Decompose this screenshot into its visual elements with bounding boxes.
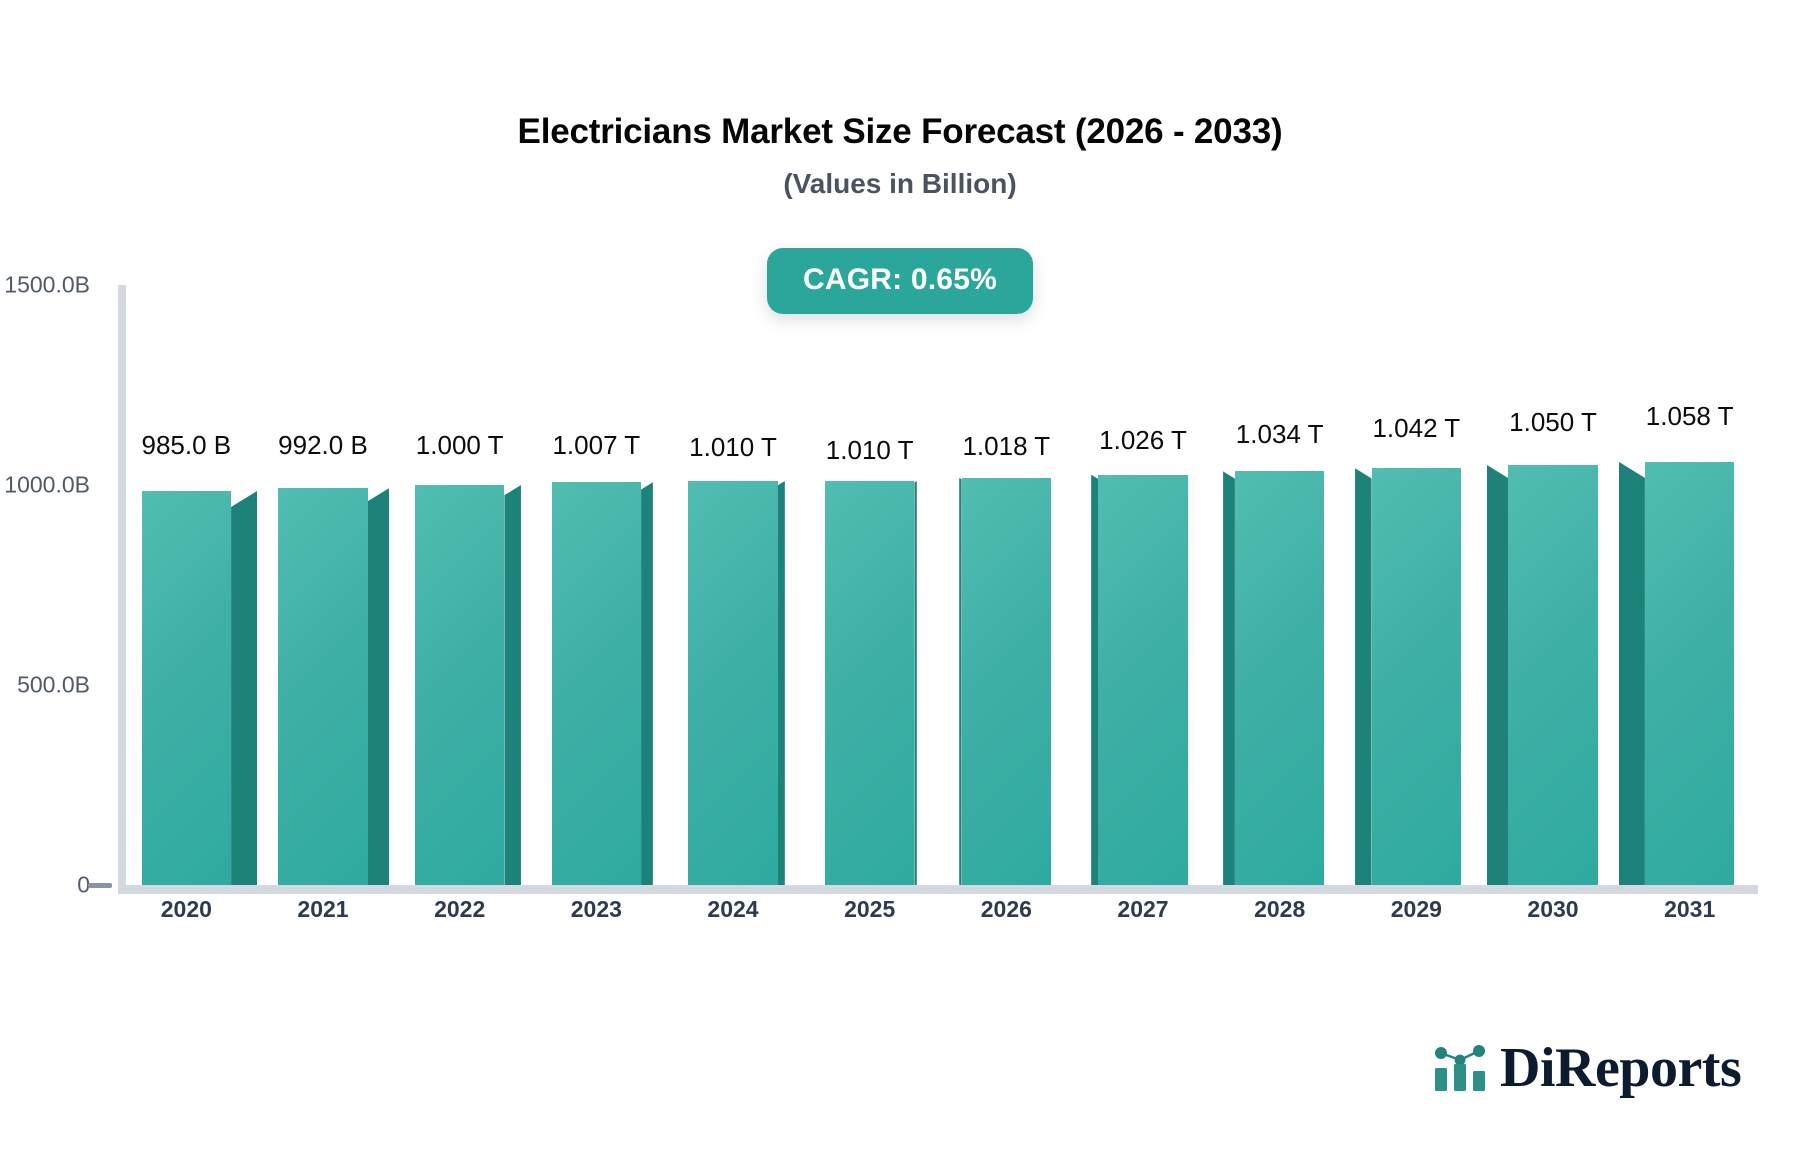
x-axis-tick-label: 2025 <box>844 896 896 922</box>
bar-front-face <box>1644 461 1735 885</box>
bar-side-face <box>1091 474 1099 885</box>
bar-front-face <box>1098 474 1188 885</box>
x-axis-tick-label: 2027 <box>1117 896 1169 922</box>
y-axis-tick-label: 0 <box>77 871 90 898</box>
plot-area: 985.0 B 992.0 B 1.000 T 1.007 T 1.010 T 1.010… <box>118 285 1758 894</box>
bar-value-label: 1.007 T <box>552 429 641 460</box>
bar-side-face <box>1355 468 1372 885</box>
bar-value-label: 992.0 B <box>278 430 368 461</box>
bar-value-label: 985.0 B <box>141 430 232 460</box>
bar-side-face <box>1486 465 1509 885</box>
x-axis-tick-label: 2026 <box>980 896 1032 922</box>
bar-column[interactable]: 1.010 T <box>824 285 917 885</box>
y-axis-zero-tick <box>88 883 112 888</box>
bar-value-label: 1.026 T <box>1099 425 1187 456</box>
bar-series: 985.0 B 992.0 B 1.000 T 1.007 T 1.010 T 1.010… <box>118 285 1758 885</box>
bar-front-face <box>278 488 368 885</box>
bar-column[interactable]: 1.034 T <box>1223 285 1325 885</box>
bar-value-label: 1.010 T <box>825 434 914 465</box>
bar-chart-dots-icon <box>1435 1045 1485 1091</box>
y-axis-tick-label: 500.0B <box>17 671 90 698</box>
bar-column[interactable]: 1.026 T <box>1091 285 1188 885</box>
bar-column[interactable]: 985.0 B <box>141 285 258 885</box>
bar-side-face <box>367 488 390 885</box>
x-axis-tick-label: 2029 <box>1390 896 1442 922</box>
bar-side-face <box>1223 471 1235 885</box>
x-axis-tick-label: 2024 <box>707 896 759 922</box>
bar-value-label: 1.010 T <box>689 431 777 462</box>
chart-title: Electricians Market Size Forecast (2026 … <box>517 112 1283 151</box>
bar-column[interactable]: 1.018 T <box>959 285 1052 885</box>
bar-front-face <box>1234 471 1325 885</box>
bar-front-face <box>961 477 1052 885</box>
x-axis-tick-label: 2028 <box>1254 896 1306 922</box>
cagr-badge-container: CAGR: 0.65% <box>0 248 1800 314</box>
bar-column[interactable]: 1.058 T <box>1618 285 1735 885</box>
bar-front-face <box>414 485 505 885</box>
bar-column[interactable]: 1.010 T <box>688 285 785 885</box>
bar-side-face <box>959 477 962 885</box>
y-axis-tick-label: 1500.0B <box>4 271 90 298</box>
bar-side-face <box>914 481 917 885</box>
bar-front-face <box>824 481 915 885</box>
x-axis-tick-label: 2021 <box>297 896 349 922</box>
direports-logo: DiReports <box>1432 1037 1742 1099</box>
bar-value-label: 1.018 T <box>962 431 1051 462</box>
chart-subtitle: (Values in Billion) <box>783 168 1017 199</box>
bar-front-face <box>141 491 232 885</box>
bar-side-face <box>777 481 785 885</box>
bar-value-label: 1.000 T <box>415 429 504 460</box>
y-axis-line <box>118 285 126 885</box>
bar-front-face <box>1371 468 1462 885</box>
bar-side-face <box>1618 461 1645 885</box>
x-axis-tick-label: 2031 <box>1664 896 1716 922</box>
bar-column[interactable]: 1.050 T <box>1486 285 1598 885</box>
cagr-badge: CAGR: 0.65% <box>767 248 1033 314</box>
x-axis-tick-label: 2022 <box>434 896 486 922</box>
bar-side-face <box>504 485 521 885</box>
x-axis-baseline <box>118 885 1758 894</box>
bar-value-label: 1.058 T <box>1645 400 1734 431</box>
y-axis-labels: 0 500.0B 1000.0B 1500.0B <box>0 272 104 898</box>
bar-value-label: 1.042 T <box>1372 413 1461 444</box>
x-axis-labels: 2020 2021 2022 2023 2024 2025 2026 2027 2028 2029… <box>118 896 1758 936</box>
logo-wordmark: DiReports <box>1500 1037 1742 1099</box>
bar-front-face <box>688 481 778 885</box>
y-axis-tick-label: 1000.0B <box>4 471 90 498</box>
bar-front-face <box>1508 465 1598 885</box>
bar-value-label: 1.034 T <box>1235 419 1324 450</box>
bar-side-face <box>231 491 258 885</box>
bar-front-face <box>551 482 642 885</box>
bar-value-label: 1.050 T <box>1509 406 1597 437</box>
x-axis-tick-label: 2023 <box>570 896 622 922</box>
x-axis-tick-label: 2020 <box>160 896 212 922</box>
bar-column[interactable]: 1.000 T <box>414 285 521 885</box>
x-axis-tick-label: 2030 <box>1527 896 1579 922</box>
bar-column[interactable]: 1.007 T <box>551 285 653 885</box>
bar-column[interactable]: 992.0 B <box>278 285 390 885</box>
bar-side-face <box>641 482 653 885</box>
bar-column[interactable]: 1.042 T <box>1355 285 1462 885</box>
